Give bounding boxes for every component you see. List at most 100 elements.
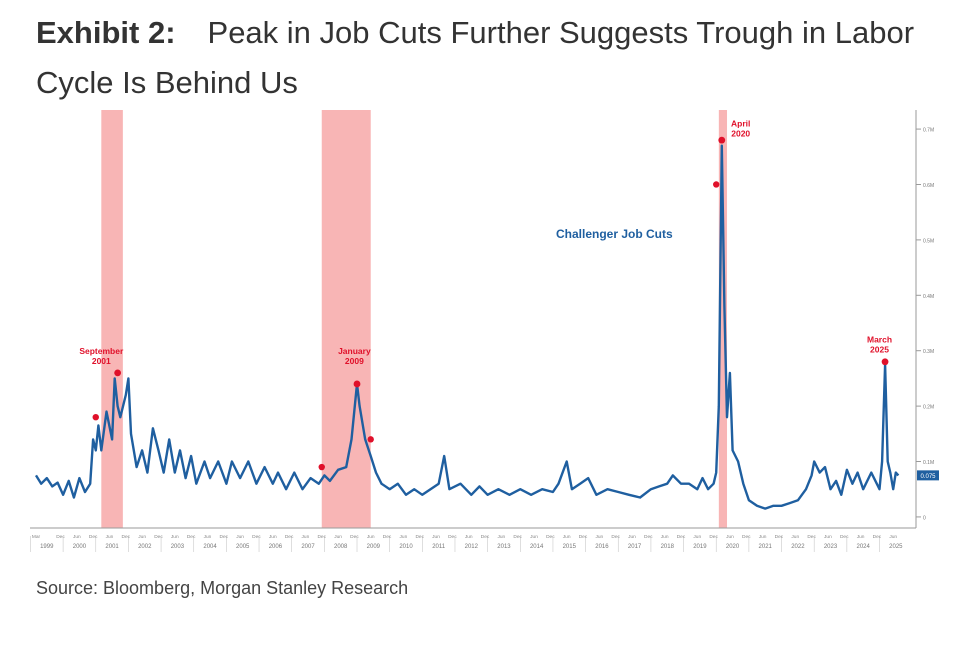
recession-bands — [101, 110, 728, 528]
chart-svg: 0 0.1M 0.2M 0.3M 0.4M 0.5M 0.6M 0.7M 1999 2000 200… — [30, 110, 939, 552]
y-tick-label: 0.6M — [923, 183, 934, 189]
last-value-label: 0.075 — [920, 474, 936, 480]
event-marker — [92, 413, 99, 421]
x-year-label: 2005 — [236, 544, 250, 550]
x-month-label: Dec — [448, 534, 457, 540]
x-month-label: Jun — [661, 534, 669, 540]
x-month-label: Dec — [611, 534, 620, 540]
x-month-label: Jun — [334, 534, 342, 540]
x-month-label: Dec — [709, 534, 718, 540]
x-month-label: Jun — [824, 534, 832, 540]
x-year-label: 2025 — [889, 544, 903, 550]
x-month-label: Jun — [759, 534, 767, 540]
annotation-label: 2020 — [731, 129, 750, 139]
x-year-label: 2020 — [726, 544, 740, 550]
annotation-label: April — [731, 119, 750, 129]
x-year-label: 2010 — [399, 544, 413, 550]
x-month-label: Dec — [220, 534, 229, 540]
annotation-dot — [114, 369, 122, 377]
x-month-label: Jun — [171, 534, 179, 540]
x-month-label: Jun — [497, 534, 505, 540]
x-month-label: Jun — [693, 534, 701, 540]
x-month-label: Jun — [269, 534, 277, 540]
x-year-label: 2016 — [595, 544, 609, 550]
x-month-label: Jun — [889, 534, 897, 540]
event-markers — [92, 181, 720, 471]
x-year-label: 2017 — [628, 544, 642, 550]
annotation-label: March — [867, 335, 892, 345]
x-year-label: 2024 — [857, 544, 871, 550]
x-month-label: Dec — [122, 534, 131, 540]
recession-band — [718, 110, 728, 528]
x-month-label: Dec — [579, 534, 588, 540]
event-marker — [367, 436, 374, 443]
x-year-label: 2009 — [367, 544, 381, 550]
x-month-label: Dec — [415, 534, 424, 540]
exhibit-label: Exhibit 2: — [36, 15, 176, 50]
x-month-label: Jun — [302, 534, 310, 540]
x-year-label: 2000 — [73, 544, 87, 550]
x-month-label: Dec — [154, 534, 163, 540]
last-value-tag — [917, 470, 939, 481]
annotation-label: January — [338, 346, 371, 356]
annotation-label: 2025 — [870, 345, 889, 355]
x-month-label: Jun — [204, 534, 212, 540]
x-month-label: Dec — [546, 534, 555, 540]
x-month-label: Dec — [513, 534, 522, 540]
annotation-dot — [718, 136, 726, 144]
x-month-label: Jun — [563, 534, 571, 540]
x-month-label: Dec — [317, 534, 326, 540]
x-year-label: 2002 — [138, 544, 152, 550]
x-month-label: Dec — [807, 534, 816, 540]
x-month-label: Dec — [187, 534, 196, 540]
x-month-label: Jun — [595, 534, 603, 540]
x-month-label: Dec — [481, 534, 490, 540]
x-year-label: 2003 — [171, 544, 185, 550]
x-month-label: Jun — [73, 534, 81, 540]
event-marker — [318, 463, 325, 471]
exhibit-title-text: Peak in Job Cuts Further Suggests Trough… — [36, 15, 915, 100]
x-year-label: 2019 — [693, 544, 707, 550]
chart: 0 0.1M 0.2M 0.3M 0.4M 0.5M 0.6M 0.7M 1999 2000 200… — [30, 110, 942, 572]
annotation-dot — [881, 358, 889, 366]
axes: 0 0.1M 0.2M 0.3M 0.4M 0.5M 0.6M 0.7M 1999 2000 200… — [30, 110, 939, 552]
x-year-label: 2004 — [203, 544, 217, 550]
x-month-label: Dec — [383, 534, 392, 540]
x-month-label: Jun — [530, 534, 538, 540]
x-year-label: 2014 — [530, 544, 544, 550]
x-year-label: 2006 — [269, 544, 283, 550]
x-month-label: Jun — [106, 534, 114, 540]
x-year-label: 2018 — [661, 544, 675, 550]
x-month-label: Jun — [367, 534, 375, 540]
x-month-label: Jun — [432, 534, 440, 540]
x-year-label: 2022 — [791, 544, 805, 550]
annotation-dot — [353, 380, 361, 388]
x-month-label: Dec — [285, 534, 294, 540]
x-year-label: 2007 — [301, 544, 315, 550]
x-year-label: 2008 — [334, 544, 348, 550]
exhibit-title: Exhibit 2: Peak in Job Cuts Further Sugge… — [36, 8, 946, 108]
x-month-label: Dec — [56, 534, 65, 540]
x-month-label: Dec — [677, 534, 686, 540]
y-tick-label: 0.3M — [923, 349, 934, 355]
x-month-label: Jun — [138, 534, 146, 540]
x-year-label: 1999 — [40, 544, 54, 550]
x-year-label: 2001 — [105, 544, 119, 550]
y-tick-label: 0.7M — [923, 128, 934, 134]
x-month-label: Jun — [400, 534, 408, 540]
x-month-label: Dec — [775, 534, 784, 540]
x-year-label: 2015 — [563, 544, 577, 550]
y-tick-label: 0.1M — [923, 460, 934, 466]
x-month-label: Jun — [465, 534, 473, 540]
x-month-label: Dec — [89, 534, 98, 540]
x-month-label: Dec — [742, 534, 751, 540]
series-line — [34, 144, 900, 510]
x-month-label: Dec — [252, 534, 261, 540]
series-label: Challenger Job Cuts — [556, 227, 673, 241]
annotation-label: 2009 — [345, 356, 364, 366]
x-year-label: 2011 — [432, 544, 446, 550]
annotation-label: 2001 — [92, 356, 111, 366]
x-month-label: Dec — [350, 534, 359, 540]
x-month-label: Dec — [840, 534, 849, 540]
